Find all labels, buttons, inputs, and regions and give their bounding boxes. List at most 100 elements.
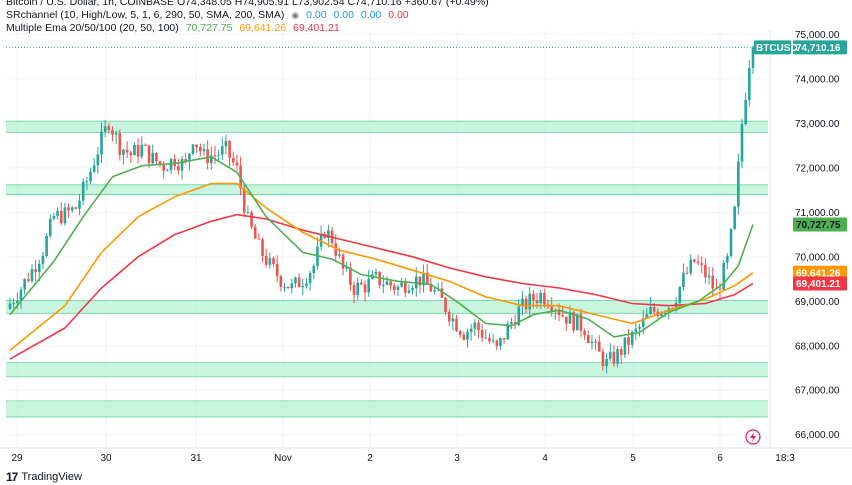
candle-body (78, 200, 81, 209)
candle-body (81, 181, 85, 201)
candle-body (136, 144, 140, 157)
candle-body (308, 273, 312, 284)
candle-body (660, 312, 663, 317)
candle-body (458, 331, 462, 335)
candle-body (294, 277, 297, 284)
sr-zone (6, 121, 768, 133)
candle-body (400, 282, 403, 287)
bolt-glyph (750, 432, 756, 442)
candle-body (532, 293, 535, 301)
candle-body (290, 283, 294, 289)
y-tick-label: 69,000.00 (795, 297, 840, 308)
candle-body (169, 158, 173, 171)
ema100-line (9, 213, 754, 360)
candle-body (166, 170, 169, 172)
candle-body (484, 337, 488, 339)
brand-name: TradingView (21, 471, 82, 483)
candle-body (70, 207, 74, 211)
candle-body (246, 212, 250, 214)
candle-body (473, 322, 477, 329)
candle-body (619, 349, 623, 355)
sr-value-4: 0.00 (388, 9, 409, 21)
tradingview-branding[interactable]: 17 TradingView (6, 470, 82, 484)
candle-body (700, 263, 704, 265)
candle-body (663, 312, 667, 314)
candle-body (425, 272, 429, 284)
candle-body (89, 171, 92, 182)
candle-body (59, 210, 63, 224)
candle-body (224, 140, 228, 147)
x-tick-label: 30 (100, 453, 112, 464)
ema100-value: 69,401.21 (292, 22, 340, 34)
candle-body (455, 318, 458, 332)
price-tag (793, 217, 847, 232)
candle-body (502, 338, 506, 340)
x-tick-label: 3 (454, 453, 460, 464)
candle-body (19, 289, 23, 302)
candle-body (751, 47, 755, 69)
candle-body (561, 315, 564, 317)
candle-body (217, 154, 220, 156)
candle-body (524, 298, 528, 310)
candle-body (312, 265, 316, 274)
candle-body (488, 337, 491, 342)
candle-body (469, 328, 473, 332)
candle-body (228, 140, 231, 158)
candle-body (737, 161, 740, 207)
candle-body (195, 144, 198, 148)
candle-body (480, 330, 484, 338)
candle-body (506, 323, 510, 340)
candle-body (447, 311, 451, 322)
candle-body (685, 272, 689, 274)
candle-body (96, 154, 100, 166)
candle-body (173, 158, 176, 167)
candle-body (275, 264, 279, 277)
candle-body (56, 210, 59, 216)
candle-body (466, 331, 469, 340)
candle-body (718, 288, 722, 290)
candle-body (268, 258, 272, 265)
candle-body (641, 318, 645, 327)
candle-body (125, 149, 129, 153)
candle-body (605, 358, 608, 367)
y-tick-label: 68,000.00 (795, 341, 840, 352)
candle-body (393, 285, 396, 291)
candle-body (279, 276, 283, 287)
ema-name: Multiple Ema 20/50/100 (20, 50, 100) (6, 22, 179, 34)
candle-body (140, 144, 144, 157)
candle-body (363, 284, 367, 293)
candle-body (590, 341, 594, 343)
price-tag (793, 276, 847, 291)
candle-body (301, 286, 305, 288)
srchannel-legend[interactable]: SRchannel (10, High/Low, 5, 1, 6, 290, 5… (6, 9, 409, 22)
candle-body (597, 341, 601, 352)
candle-body (678, 287, 682, 303)
price-tag (793, 265, 847, 280)
candle-body (433, 289, 436, 292)
x-tick-label: Nov (274, 453, 292, 464)
candle-body (129, 152, 133, 156)
ema-legend[interactable]: Multiple Ema 20/50/100 (20, 50, 100) 70,… (6, 22, 340, 35)
x-tick-label: 5 (630, 453, 636, 464)
candle-body (696, 261, 700, 264)
candle-body (67, 207, 70, 211)
candle-body (645, 314, 649, 319)
x-tick-label: 18:3 (775, 453, 795, 464)
candle-body (601, 351, 605, 367)
candle-body (499, 338, 502, 346)
candle-body (693, 259, 696, 262)
symbol-tag-label: BTCUSD (756, 43, 798, 54)
candle-body (576, 314, 579, 331)
candle-body (627, 337, 630, 345)
eye-icon[interactable]: ◉ (291, 10, 300, 20)
candle-body (396, 286, 400, 291)
y-tick-label: 71,000.00 (795, 208, 840, 219)
candle-body (674, 302, 678, 310)
candle-body (689, 259, 693, 274)
candle-body (250, 212, 253, 227)
candle-body (133, 144, 136, 156)
candle-body (213, 155, 217, 157)
candle-body (202, 149, 206, 152)
x-tick-label: 29 (11, 453, 23, 464)
